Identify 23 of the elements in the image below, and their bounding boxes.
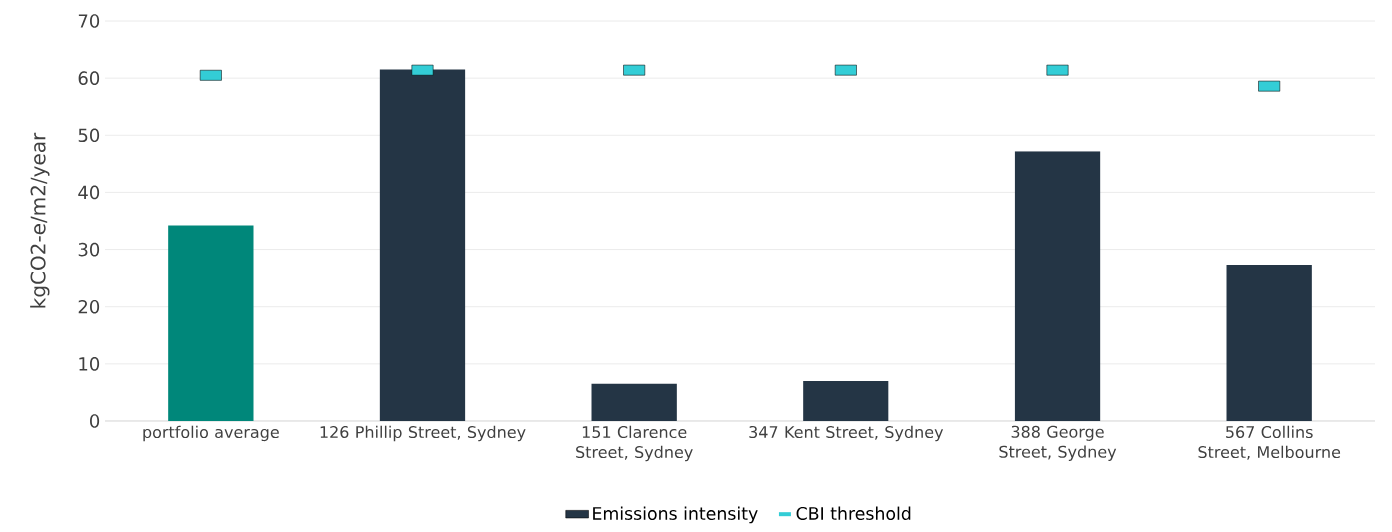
y-tick-label: 40 [78, 185, 100, 200]
x-tick-label: 567 Collins Street, Melbourne [1198, 425, 1341, 460]
y-tick-label: 30 [78, 242, 100, 257]
bar [803, 381, 889, 421]
y-tick-label: 0 [90, 414, 100, 428]
y-axis-title: kgCO2-e/m2/year [30, 132, 50, 308]
y-tick-label: 60 [78, 71, 100, 85]
x-tick-label: 126 Phillip Street, Sydney [320, 425, 526, 442]
bar [591, 383, 677, 421]
bar [168, 225, 254, 421]
legend-label: Emissions intensity [593, 506, 758, 524]
bar [1014, 151, 1101, 421]
x-tick-label: portfolio average [143, 425, 279, 442]
y-tick-label: 20 [78, 299, 100, 314]
y-tick-label: 10 [79, 357, 100, 371]
x-tick-label: 151 Clarence Street, Sydney [576, 425, 693, 462]
bar [1226, 265, 1312, 421]
y-tick-label: 70 [78, 14, 100, 28]
bar [379, 69, 466, 421]
legend-label: CBI threshold [796, 506, 911, 521]
y-tick-label: 50 [78, 128, 100, 143]
x-tick-label: 388 George Street, Sydney [999, 425, 1117, 461]
x-tick-label: 347 Kent Street, Sydney [749, 425, 944, 442]
